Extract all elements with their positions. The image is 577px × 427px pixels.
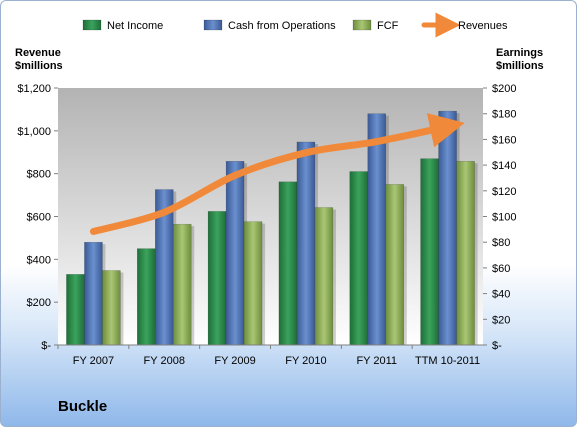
x-tick-label: FY 2009 [214, 355, 255, 367]
left-tick-label: $1,000 [17, 126, 51, 138]
left-axis-title: Revenue $millions [15, 47, 63, 72]
left-tick-label: $600 [27, 212, 51, 224]
revenues-line [89, 113, 465, 235]
bar-fcf-2 [243, 221, 263, 346]
left-tick-label: $- [41, 340, 51, 352]
bar-fcf-3 [314, 207, 334, 346]
right-tick-label: $120 [492, 186, 516, 198]
legend-label: Cash from Operations [228, 20, 336, 32]
bar-net-income-2 [207, 211, 227, 346]
left-tick-label: $800 [27, 169, 51, 181]
right-tick-label: $20 [492, 314, 510, 326]
right-axis-title: Earnings $millions [496, 47, 544, 72]
bar-cash-from-operations-0 [84, 241, 103, 346]
bar-fcf-5 [456, 160, 475, 346]
right-tick-label: $100 [492, 212, 516, 224]
bar-net-income-1 [137, 248, 156, 346]
bar-fcf-0 [102, 270, 121, 346]
right-tick-label: $200 [492, 83, 516, 95]
x-tick-label: FY 2010 [285, 355, 326, 367]
x-tick-label: TTM 10-2011 [415, 355, 480, 367]
right-tick-label: $40 [492, 289, 510, 301]
right-tick-label: $- [492, 340, 502, 352]
right-tick-label: $180 [492, 109, 516, 121]
bar-fcf-4 [385, 184, 404, 346]
legend-label: Net Income [107, 20, 163, 32]
right-tick-label: $80 [492, 237, 510, 249]
left-tick-label: $200 [27, 297, 51, 309]
company-name: Buckle [58, 398, 108, 415]
legend-swatch [203, 19, 223, 31]
bar-cash-from-operations-2 [225, 160, 245, 346]
legend-label: FCF [377, 20, 399, 32]
right-tick-label: $160 [492, 134, 516, 146]
bar-cash-from-operations-5 [438, 110, 457, 346]
right-tick-label: $140 [492, 160, 516, 172]
bar-net-income-3 [278, 181, 298, 346]
left-tick-label: $400 [27, 254, 51, 266]
x-tick-label: FY 2011 [356, 355, 397, 367]
left-tick-label: $1,200 [17, 83, 51, 95]
legend-swatch [352, 19, 372, 31]
bar-cash-from-operations-3 [296, 141, 316, 346]
x-tick-label: FY 2008 [144, 355, 185, 367]
bar-net-income-5 [420, 158, 439, 346]
legend-label: Revenues [458, 20, 508, 32]
right-tick-label: $60 [492, 263, 510, 275]
bar-net-income-4 [349, 171, 368, 346]
bar-cash-from-operations-4 [367, 113, 386, 346]
x-tick-label: FY 2007 [73, 355, 114, 367]
legend-swatch [82, 19, 102, 31]
bar-fcf-1 [173, 223, 192, 346]
bar-net-income-0 [66, 274, 85, 346]
